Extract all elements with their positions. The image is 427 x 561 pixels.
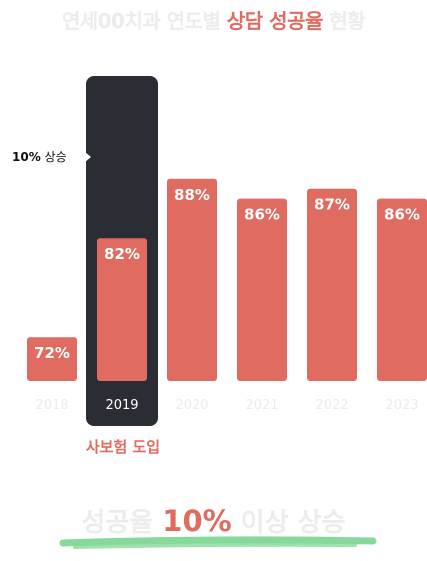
highlighter-underline (59, 536, 377, 549)
data-label-2021: 86% (244, 206, 280, 224)
footer-accent: 10% (162, 504, 232, 538)
data-label-2022: 87% (314, 196, 350, 214)
data-label-2018: 72% (34, 344, 70, 362)
bar-2018 (27, 337, 77, 381)
underline-stroke-2 (73, 542, 357, 549)
tick-label-2022: 2022 (315, 398, 348, 413)
increase-annotation: 10% 상승 (12, 148, 67, 165)
annotation-pointer-icon (85, 152, 91, 162)
underline-stroke-1 (59, 536, 377, 547)
bar-2021 (237, 198, 287, 381)
footer-text-2: 이상 상승 (231, 508, 346, 538)
annotation-label: 상승 (40, 150, 67, 164)
title-text-1: 연세00치과 연도별 (61, 9, 227, 33)
bar-2020 (167, 178, 217, 381)
title-accent: 상담 성공율 (226, 9, 323, 33)
bar-2019 (97, 238, 147, 381)
tick-label-2019: 2019 (105, 398, 138, 413)
data-label-2020: 88% (174, 186, 210, 204)
chart-title: 연세00치과 연도별 상담 성공율 현황 (0, 5, 427, 34)
annotation-value: 10% (12, 150, 41, 164)
data-label-2019: 82% (104, 245, 140, 263)
tick-label-2020: 2020 (175, 398, 208, 413)
bar-2022 (307, 188, 357, 381)
tick-label-2021: 2021 (245, 398, 278, 413)
footer-text-1: 성공율 (81, 508, 163, 538)
bar-2023 (377, 198, 427, 381)
data-label-2023: 86% (384, 206, 420, 224)
tick-label-2023: 2023 (385, 398, 418, 413)
footer-summary: 성공율 10% 이상 상승 (0, 502, 427, 539)
tick-label-2018: 2018 (35, 398, 68, 413)
highlight-caption: 사보험 도입 (85, 438, 161, 456)
title-text-2: 현황 (322, 9, 366, 33)
